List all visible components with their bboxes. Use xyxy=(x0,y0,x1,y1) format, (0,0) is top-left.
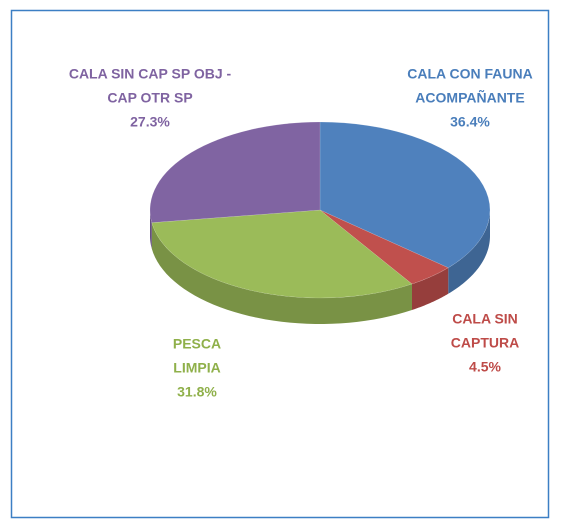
slice-label: ACOMPAÑANTE xyxy=(415,89,524,106)
slice-value-label: 31.8% xyxy=(177,384,217,400)
slice-label: CALA SIN xyxy=(452,311,518,327)
slice-value-label: 36.4% xyxy=(450,114,490,130)
slice-label: LIMPIA xyxy=(173,360,220,376)
slice-label: CAPTURA xyxy=(451,335,519,351)
slice-value-label: 4.5% xyxy=(469,359,501,375)
slice-label: CAP OTR SP xyxy=(107,90,192,106)
slice xyxy=(151,209,413,299)
slice-side xyxy=(150,210,152,249)
slice-value-label: 27.3% xyxy=(130,114,170,130)
slice xyxy=(319,121,491,269)
slice-label: CALA SIN CAP SP OBJ - xyxy=(69,66,232,82)
slice xyxy=(149,121,321,223)
slice-side xyxy=(151,222,412,324)
slice-label: PESCA xyxy=(173,336,221,352)
slice-side xyxy=(411,267,449,311)
slice-side xyxy=(448,210,490,294)
slice-label: CALA CON FAUNA xyxy=(407,66,532,82)
slice xyxy=(319,209,449,285)
